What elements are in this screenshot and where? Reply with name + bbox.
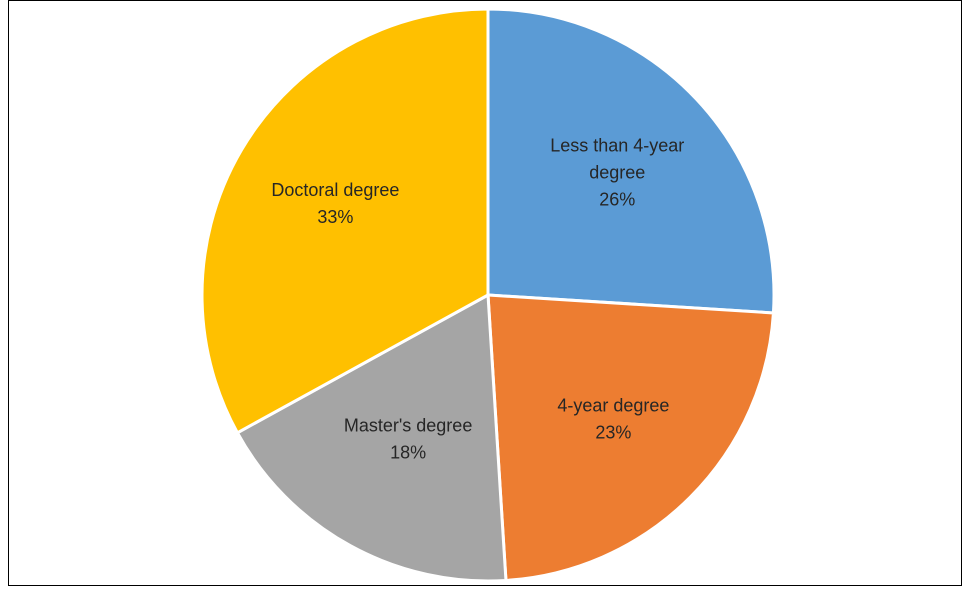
pie-slice-doctoral-degree <box>200 7 490 435</box>
data-label-less-than-4-year-degree: Less than 4-year degree 26% <box>550 135 684 209</box>
data-label-text: 4-year degree <box>557 396 669 416</box>
data-label-text: Master's degree <box>344 416 473 436</box>
data-label-value: 26% <box>599 189 635 209</box>
data-label-text: Doctoral degree <box>271 180 399 200</box>
data-label-master-s-degree: Master's degree 18% <box>344 416 473 463</box>
data-label-doctoral-degree: Doctoral degree 33% <box>271 180 399 227</box>
data-label-text: Less than 4-year <box>550 135 684 155</box>
pie-slice-4-year-degree <box>486 293 775 582</box>
data-label-text: degree <box>589 162 645 182</box>
pie-slice-less-than-4-year-degree <box>486 7 776 315</box>
labels-layer: Less than 4-year degree 26% 4-year degree 23… <box>271 135 684 462</box>
slices-layer <box>200 7 776 583</box>
pie-slice-master-s-degree <box>235 293 508 583</box>
data-label-value: 33% <box>317 207 353 227</box>
data-label-4-year-degree: 4-year degree 23% <box>557 396 669 443</box>
data-label-value: 18% <box>390 443 426 463</box>
data-label-value: 23% <box>595 423 631 443</box>
